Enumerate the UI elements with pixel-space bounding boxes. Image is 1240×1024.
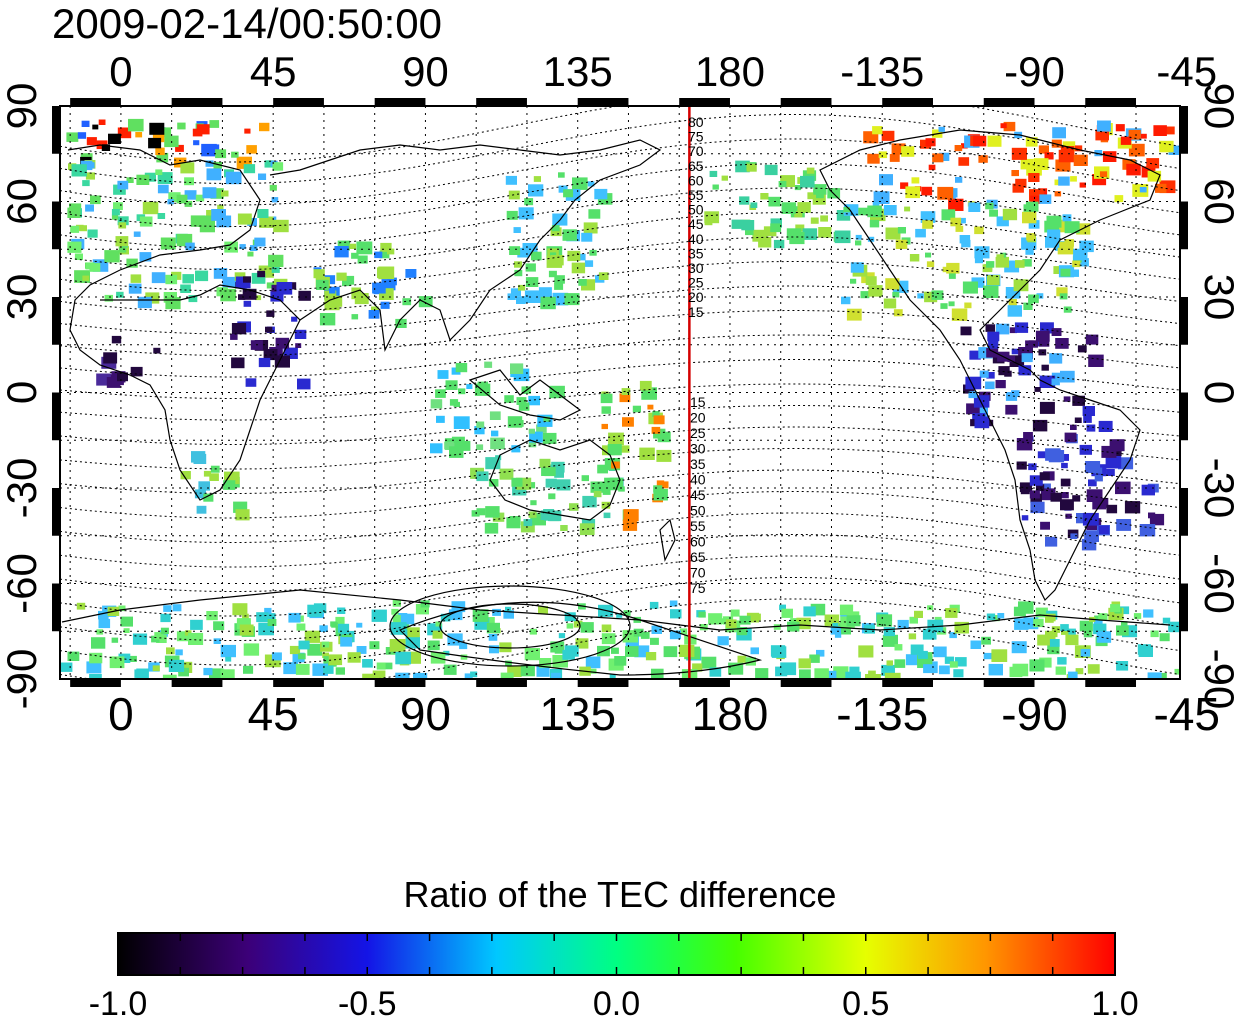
contour-label: 70 xyxy=(690,565,706,581)
contour-label: 80 xyxy=(688,114,704,130)
contour-label: 25 xyxy=(688,275,704,291)
contour-label: 45 xyxy=(690,487,706,503)
contour-label: 55 xyxy=(688,187,704,203)
lon-tick-bottom: 180 xyxy=(692,688,769,740)
lat-tick-left: 90 xyxy=(0,83,45,130)
tec-data-layer xyxy=(60,118,1180,679)
contour-label: 75 xyxy=(690,580,706,596)
contour-label: 20 xyxy=(688,289,704,305)
lat-tick-left: 30 xyxy=(0,274,45,321)
contour-label: 60 xyxy=(690,534,706,550)
colorbar-label: -1.0 xyxy=(88,985,148,1023)
colorbar-label: 0.5 xyxy=(842,985,890,1023)
magnetic-contours xyxy=(60,106,1180,679)
lon-tick-bottom: 0 xyxy=(108,688,134,740)
lat-tick-right: -30 xyxy=(1196,458,1240,519)
lat-tick-right: 30 xyxy=(1196,274,1240,321)
contour-label: 15 xyxy=(690,394,706,410)
contour-label: 30 xyxy=(690,441,706,457)
colorbar-ticks xyxy=(117,933,1116,975)
contour-label: 20 xyxy=(690,410,706,426)
contour-label: 15 xyxy=(688,304,704,320)
lon-tick-bottom: -135 xyxy=(836,688,928,740)
contour-labels: 8075706560555045403530252015152025303540… xyxy=(688,114,706,596)
lon-tick-top: 135 xyxy=(543,48,613,95)
lon-tick-top: -45 xyxy=(1156,48,1217,95)
contour-label: 50 xyxy=(690,503,706,519)
contour-label: 65 xyxy=(688,158,704,174)
lon-tick-bottom: -90 xyxy=(1001,688,1067,740)
contour-label: 60 xyxy=(688,172,704,188)
contour-label: 70 xyxy=(688,143,704,159)
lat-tick-right: -60 xyxy=(1196,553,1240,614)
lat-tick-left: 0 xyxy=(0,381,45,404)
lon-tick-top: 180 xyxy=(695,48,765,95)
lon-tick-top: -90 xyxy=(1004,48,1065,95)
contour-label: 50 xyxy=(688,202,704,218)
colorbar-label: 1.0 xyxy=(1091,985,1139,1023)
colorbar-label: -0.5 xyxy=(337,985,397,1023)
contour-label: 40 xyxy=(690,472,706,488)
map-frame xyxy=(52,98,1188,687)
lon-tick-top: -135 xyxy=(840,48,924,95)
contour-label: 55 xyxy=(690,518,706,534)
lon-tick-top: 0 xyxy=(109,48,132,95)
contour-label: 40 xyxy=(688,231,704,247)
lon-tick-bottom: 90 xyxy=(400,688,451,740)
contour-label: 45 xyxy=(688,216,704,232)
lat-tick-left: -30 xyxy=(0,458,45,519)
lat-tick-right: -90 xyxy=(1196,649,1240,710)
map-title: 2009-02-14/00:50:00 xyxy=(52,0,442,47)
lon-tick-top: 45 xyxy=(250,48,297,95)
colorbar-label: 0.0 xyxy=(592,985,641,1023)
lon-tick-top: 90 xyxy=(402,48,449,95)
lon-tick-bottom: 45 xyxy=(248,688,299,740)
contour-label: 25 xyxy=(690,425,706,441)
lat-tick-left: 60 xyxy=(0,178,45,225)
contour-label: 75 xyxy=(688,129,704,145)
colorbar-title: Ratio of the TEC difference xyxy=(403,874,837,915)
contour-label: 30 xyxy=(688,260,704,276)
lat-tick-right: 0 xyxy=(1196,381,1240,404)
map-grid xyxy=(60,106,1180,679)
contour-label: 35 xyxy=(690,456,706,472)
lon-tick-bottom: 135 xyxy=(539,688,616,740)
lon-tick-bottom: -45 xyxy=(1154,688,1220,740)
lat-tick-right: 60 xyxy=(1196,178,1240,225)
lat-tick-right: 90 xyxy=(1196,83,1240,130)
contour-label: 35 xyxy=(688,245,704,261)
lat-tick-left: -60 xyxy=(0,553,45,614)
coastlines xyxy=(61,129,1171,676)
contour-label: 65 xyxy=(690,549,706,565)
lat-tick-left: -90 xyxy=(0,649,45,710)
map-axes: 0045459090135135180180-135-135-90-90-45-… xyxy=(0,48,1240,740)
